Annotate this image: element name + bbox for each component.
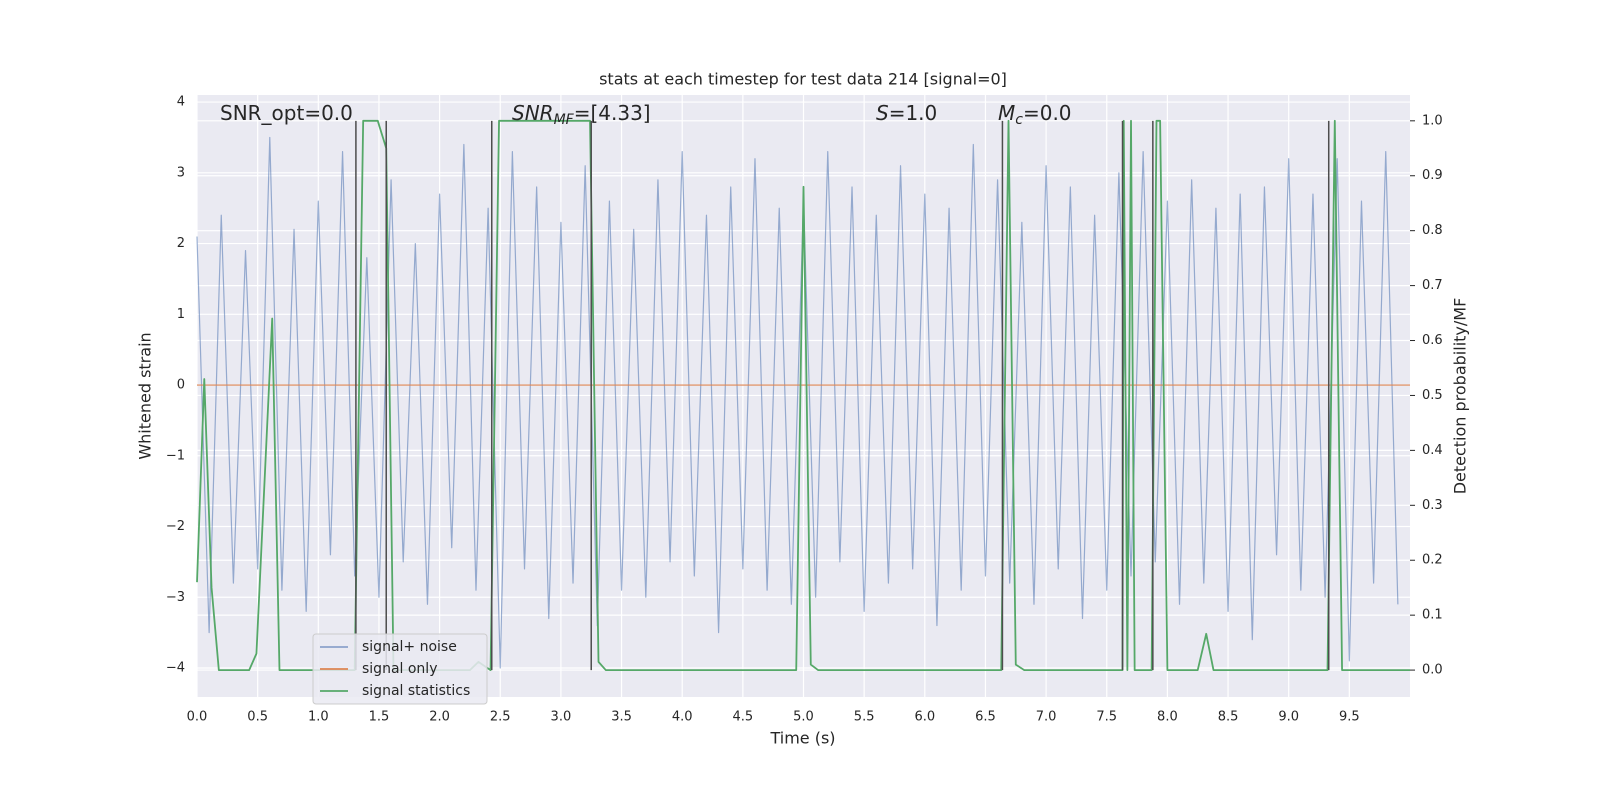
grid (196, 95, 1410, 697)
x-tick-label: 7.5 (1096, 710, 1117, 725)
x-tick-label: 0.5 (247, 710, 268, 725)
y-axis-label: Whitened strain (136, 332, 155, 459)
x-tick-label: 0.0 (187, 710, 208, 725)
x-tick-label: 1.5 (369, 710, 390, 725)
x-axis-label: Time (s) (769, 729, 835, 748)
series-line (196, 119, 1410, 671)
annotation-main: S (876, 101, 889, 125)
x-tick-label: 6.5 (975, 710, 996, 725)
y2-tick-label: 0.0 (1422, 663, 1443, 678)
y2-tick-label: 0.3 (1422, 498, 1443, 513)
annotation: SNR_opt=0.0 (220, 101, 353, 125)
y-tick-label: 0 (177, 378, 185, 393)
y2-tick-label: 0.5 (1422, 388, 1443, 403)
x-tick-label: 1.0 (308, 710, 329, 725)
x-tick-label: 3.0 (551, 710, 572, 725)
y-tick-label: 2 (177, 236, 185, 251)
x-tick-label: 8.5 (1218, 710, 1239, 725)
legend-label: signal only (362, 661, 437, 677)
y2-tick-label: 0.8 (1422, 223, 1443, 238)
y-tick-label: −1 (166, 448, 185, 463)
annotation-rest: =[4.33] (574, 101, 651, 125)
x-tick-label: 5.0 (793, 710, 814, 725)
legend-box (312, 633, 488, 705)
y-tick-label: −2 (166, 519, 185, 534)
x-tick-label: 7.0 (1036, 710, 1057, 725)
x-tick-label: 9.5 (1339, 710, 1360, 725)
y2-tick-label: 0.9 (1422, 168, 1443, 183)
marks (196, 119, 1410, 671)
series-line (196, 136, 1399, 669)
y2-tick-label: 0.2 (1422, 553, 1443, 568)
x-tick-label: 8.0 (1157, 710, 1178, 725)
x-tick-label: 3.5 (611, 710, 632, 725)
annotation: Mc=0.0 (998, 101, 1072, 129)
x-tick-label: 4.0 (672, 710, 693, 725)
annotation: SNRMF=[4.33] (512, 101, 651, 129)
y-tick-label: −3 (166, 590, 185, 605)
legend-label: signal+ noise (362, 639, 457, 655)
y2-tick-label: 0.1 (1422, 608, 1443, 623)
annotation-rest: =1.0 (889, 101, 938, 125)
y2-tick-label: 1.0 (1422, 113, 1443, 128)
x-tick-label: 5.5 (854, 710, 875, 725)
annotation-rest: =0.0 (1023, 101, 1072, 125)
y-tick-label: 3 (177, 165, 185, 180)
x-tick-label: 2.5 (490, 710, 511, 725)
annotation-main: M (998, 101, 1015, 125)
y-tick-label: −4 (166, 660, 185, 675)
x-tick-label: 9.0 (1278, 710, 1299, 725)
legend-label: signal statistics (362, 683, 470, 699)
chart-title: stats at each timestep for test data 214… (599, 70, 1007, 89)
y2-tick-label: 0.7 (1422, 278, 1443, 293)
annotation: S=1.0 (876, 101, 937, 125)
y-tick-label: 4 (177, 95, 185, 110)
y2-tick-label: 0.4 (1422, 443, 1443, 458)
annotation-main: SNR (512, 101, 554, 125)
y-tick-label: 1 (177, 307, 185, 322)
x-tick-label: 6.0 (914, 710, 935, 725)
labels: 0.0 0.5 1.0 1.5 2.0 2.5 3.0 3.5 4.0 4.5 5.0 5.5 6.0 6… (166, 95, 1443, 725)
annotation-sub: c (1015, 112, 1023, 128)
x-tick-label: 2.0 (429, 710, 450, 725)
x-tick-label: 4.5 (733, 710, 754, 725)
annotation-sub: MF (554, 112, 575, 128)
y2-axis-label: Detection probability/MF (1451, 298, 1470, 495)
y2-tick-label: 0.6 (1422, 333, 1443, 348)
annotation-main: SNR_opt=0.0 (220, 101, 353, 125)
